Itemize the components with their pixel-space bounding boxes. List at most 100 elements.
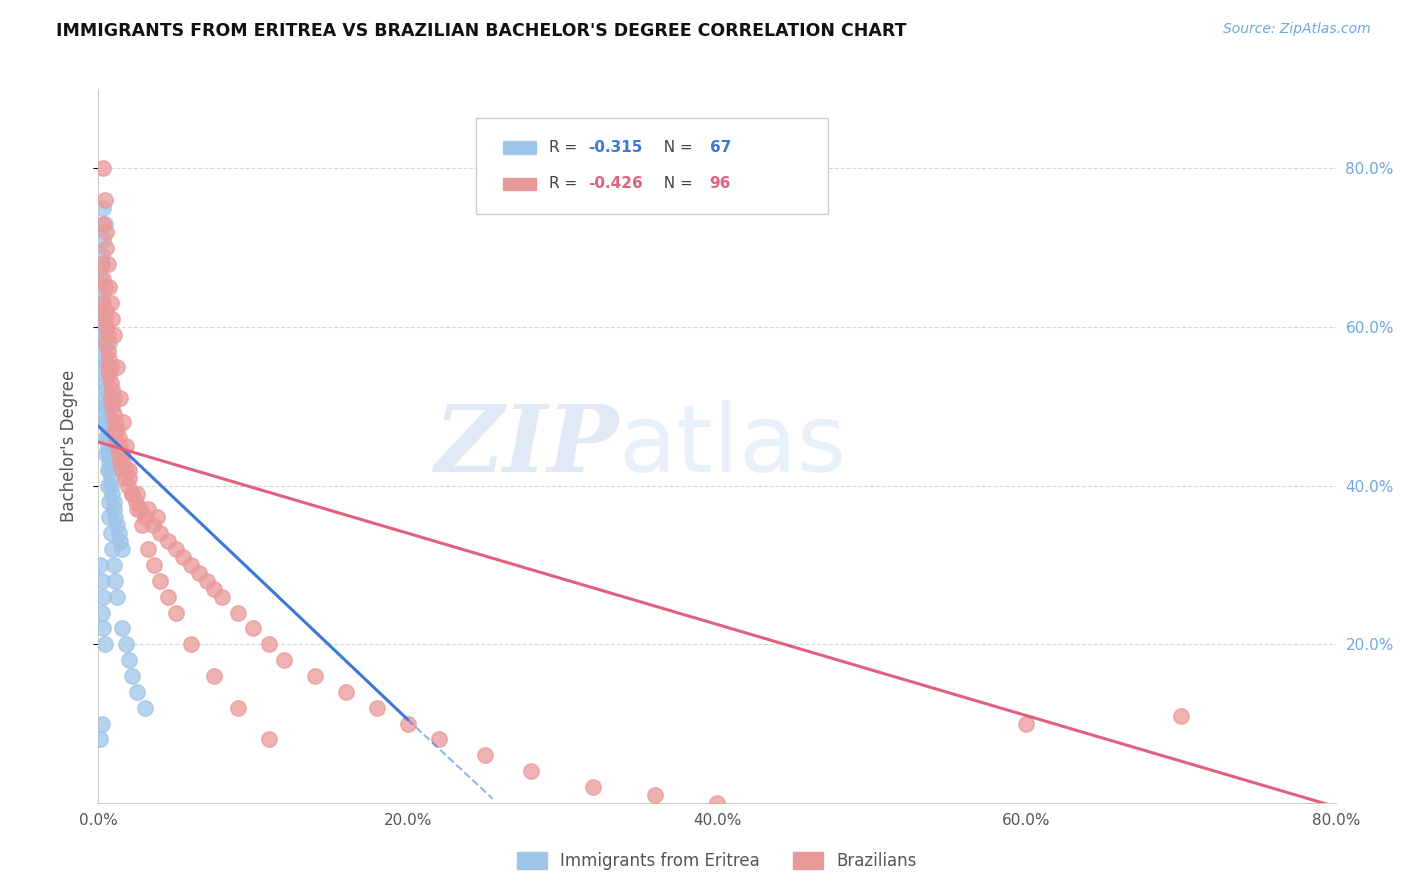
Point	[100, 478, 122, 492]
Point	[93, 400, 115, 414]
Point	[91, 328, 114, 343]
Bar	[503, 142, 537, 154]
Text: Source: ZipAtlas.com: Source: ZipAtlas.com	[1223, 22, 1371, 37]
Point	[90, 257, 112, 271]
Point	[188, 566, 211, 580]
Point	[104, 415, 127, 429]
Point	[98, 335, 121, 350]
Point	[107, 447, 129, 461]
Point	[90, 249, 112, 263]
Point	[474, 748, 496, 763]
Point	[104, 574, 127, 588]
Point	[97, 463, 120, 477]
Point	[105, 423, 128, 437]
Point	[180, 637, 202, 651]
Bar	[503, 178, 537, 190]
Point	[149, 574, 172, 588]
Point	[644, 788, 666, 802]
Point	[115, 463, 138, 477]
Point	[93, 415, 115, 429]
Point	[100, 376, 122, 390]
Point	[115, 637, 138, 651]
Point	[111, 463, 134, 477]
Point	[91, 359, 114, 374]
Point	[103, 502, 125, 516]
Point	[98, 455, 121, 469]
Point	[107, 431, 129, 445]
Point	[105, 590, 128, 604]
Point	[136, 542, 159, 557]
Point	[146, 510, 169, 524]
Text: N =: N =	[654, 177, 697, 192]
Point	[108, 455, 131, 469]
Point	[93, 637, 115, 651]
Point	[111, 621, 134, 635]
Point	[366, 700, 388, 714]
Point	[127, 486, 149, 500]
Point	[121, 486, 143, 500]
Text: R =: R =	[548, 177, 582, 192]
Point	[108, 534, 131, 549]
Point	[127, 502, 149, 516]
Point	[97, 328, 120, 343]
Point	[121, 669, 143, 683]
Point	[111, 542, 134, 557]
Point	[93, 384, 115, 398]
Point	[90, 257, 112, 271]
Point	[91, 296, 114, 310]
Point	[98, 368, 121, 382]
Point	[97, 431, 120, 445]
Point	[89, 558, 111, 572]
Point	[96, 304, 118, 318]
Point	[103, 392, 125, 406]
Point	[98, 463, 121, 477]
Point	[96, 407, 118, 421]
Point	[100, 471, 122, 485]
Point	[112, 455, 135, 469]
Point	[121, 486, 143, 500]
Point	[90, 574, 112, 588]
Point	[335, 685, 357, 699]
Point	[157, 590, 180, 604]
Point	[93, 351, 115, 366]
Point	[396, 716, 419, 731]
Point	[96, 225, 118, 239]
Point	[97, 359, 120, 374]
Point	[105, 439, 128, 453]
Point	[91, 335, 114, 350]
Point	[91, 312, 114, 326]
Text: N =: N =	[654, 140, 697, 155]
Point	[100, 392, 122, 406]
Text: IMMIGRANTS FROM ERITREA VS BRAZILIAN BACHELOR'S DEGREE CORRELATION CHART: IMMIGRANTS FROM ERITREA VS BRAZILIAN BAC…	[56, 22, 907, 40]
Point	[90, 606, 112, 620]
Text: R =: R =	[548, 140, 582, 155]
Point	[90, 320, 112, 334]
Text: 67: 67	[710, 140, 731, 155]
Point	[107, 526, 129, 541]
Point	[91, 217, 114, 231]
Point	[427, 732, 450, 747]
Point	[149, 526, 172, 541]
Text: atlas: atlas	[619, 400, 846, 492]
Point	[101, 542, 124, 557]
Point	[136, 502, 159, 516]
Point	[118, 471, 141, 485]
Point	[100, 296, 122, 310]
Point	[96, 415, 118, 429]
Point	[204, 582, 226, 596]
Point	[211, 590, 233, 604]
Point	[100, 359, 122, 374]
FancyBboxPatch shape	[475, 118, 828, 214]
Point	[97, 257, 120, 271]
Point	[1015, 716, 1038, 731]
Point	[112, 415, 135, 429]
Point	[98, 510, 121, 524]
Y-axis label: Bachelor's Degree: Bachelor's Degree	[59, 370, 77, 522]
Point	[98, 280, 121, 294]
Point	[96, 447, 118, 461]
Point	[142, 518, 165, 533]
Point	[101, 312, 124, 326]
Point	[105, 359, 128, 374]
Point	[108, 439, 131, 453]
Point	[101, 486, 124, 500]
